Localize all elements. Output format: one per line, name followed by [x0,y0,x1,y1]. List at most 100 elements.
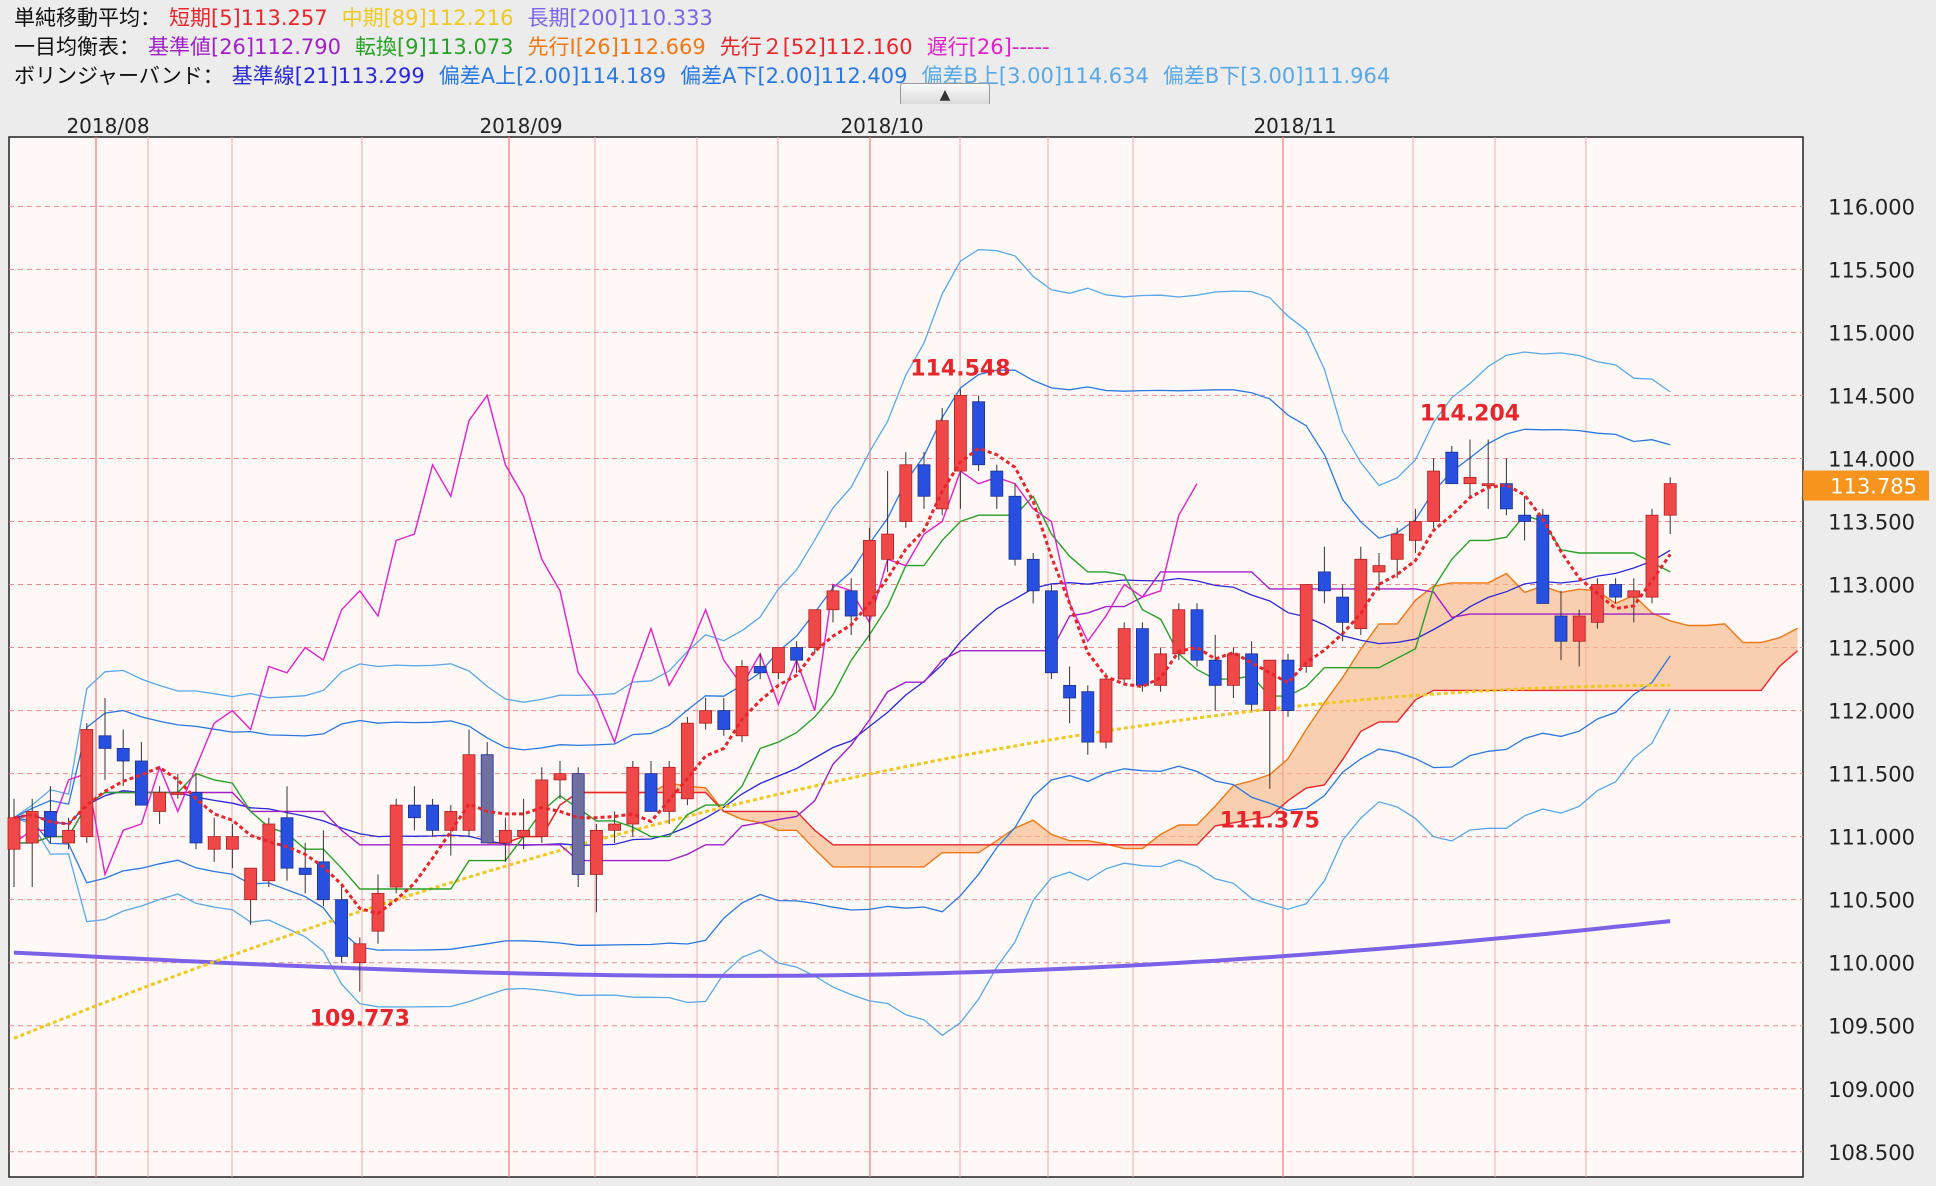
candle-body [1299,584,1313,667]
legend-bb-a-up: 偏差A上[2.00]114.189 [438,64,667,88]
price-tick-label: 111.500 [1828,763,1915,787]
legend-senkou2: 先行２[52]112.160 [719,35,913,59]
bollinger-base-line [13,549,1671,846]
legend-bb-base: 基準線[21]113.299 [231,64,425,88]
candle-body [44,811,57,838]
candle-body [335,899,349,957]
candle-body [1081,691,1095,743]
legend-ichimoku-label: 一目均衡表： [14,35,140,59]
price-tick-label: 112.000 [1828,700,1915,724]
candle-body [1208,659,1222,686]
candle-body [571,773,585,875]
candle-body [1026,558,1040,592]
candle-body [1463,476,1477,485]
candle-body [244,867,258,901]
candle-body [735,666,749,737]
candle-body [1518,514,1531,522]
candle-body [498,829,512,844]
candle-body [1172,609,1186,655]
candle-body [1445,451,1459,485]
candle-body [681,722,694,800]
price-tick-label: 109.500 [1828,1015,1915,1039]
candle-body [1500,483,1513,510]
candle-body [1008,495,1022,560]
bollinger-b-upper [13,248,1671,819]
candle-body [1117,628,1131,680]
candle-body [1536,514,1550,604]
candle-body [1245,653,1258,705]
candle-body [1627,590,1641,598]
candle-body [153,792,167,812]
price-tick-label: 108.500 [1828,1141,1915,1165]
legend-tenkan: 転換[9]113.073 [354,35,514,59]
candle-body [808,609,822,648]
legend-chikou: 遅行[26]----- [926,35,1050,59]
candle-body [207,836,221,850]
x-axis-month-label: 2018/09 [479,114,562,138]
candle-body [699,710,712,724]
price-annotation: 109.773 [310,1006,410,1031]
legend-sma-mid: 中期[89]112.216 [341,6,514,30]
legend-ichimoku: 一目均衡表： 基準値[26]112.790 転換[9]113.073 先行Ⅰ[26]1… [14,29,1914,65]
legend-bb-a-down: 偏差A下[2.00]112.409 [680,64,908,88]
candle-body [1281,659,1295,711]
candle-body [1099,678,1113,743]
candle-body [590,829,603,875]
candle-body [881,533,894,560]
candle-body [917,464,931,497]
legend-kijun: 基準値[26]112.790 [148,35,341,59]
candle-body [25,811,39,844]
price-annotation: 114.548 [910,356,1010,381]
bollinger-a-upper [13,369,1671,819]
candle-body [189,792,203,844]
candle-body [1336,596,1349,623]
candle-body [1572,615,1586,642]
candle-body [1609,584,1622,598]
candle-body [717,710,731,730]
price-tick-label: 110.000 [1828,952,1915,976]
candle-body [134,760,148,806]
candle-body [98,735,112,749]
candle-body [662,766,676,812]
candle-body [1063,684,1076,699]
legend-sma-long: 長期[200]110.333 [527,6,713,30]
price-tick-label: 115.500 [1828,258,1915,282]
candle-body [462,754,476,831]
senkou-span-a-line [487,572,1798,868]
x-axis-month-label: 2018/10 [840,114,923,138]
candle-body [1481,483,1495,487]
legend-sma-label: 単純移動平均： [14,6,161,30]
candle-body [826,590,840,611]
price-tick-label: 114.000 [1828,447,1915,471]
price-tick-label: 109.000 [1828,1078,1915,1102]
x-axis-month-label: 2018/08 [66,114,149,138]
candle-body [553,773,567,781]
candle-body [608,823,621,831]
candle-body [1663,483,1677,516]
candle-body [80,729,94,838]
sma-mid-line [13,683,1671,1040]
candle-body [116,747,130,762]
candle-body [517,829,530,838]
price-tick-label: 114.500 [1828,384,1915,408]
legend-bb-b-down: 偏差B下[3.00]111.964 [1162,64,1391,88]
candle-body [407,804,421,819]
candle-body [753,666,767,674]
candle-body [298,867,312,875]
candle-body [171,792,185,795]
ichimoku-cloud [487,573,1798,867]
candle-body [1045,590,1058,674]
price-annotation: 114.204 [1420,402,1520,427]
price-tick-label: 116.000 [1828,195,1915,219]
sma-long-line [13,919,1671,978]
candle-body [954,395,967,472]
kijun-line [14,571,1671,862]
current-price-badge [1803,470,1929,501]
candle-body [772,647,785,674]
candle-body [899,464,913,522]
legend-sma: 単純移動平均： 短期[5]113.257 中期[89]112.216 長期[200]1… [14,0,1914,36]
price-tick-label: 110.500 [1828,889,1915,913]
candle-body [225,836,239,850]
price-annotation: 111.375 [1220,808,1320,833]
